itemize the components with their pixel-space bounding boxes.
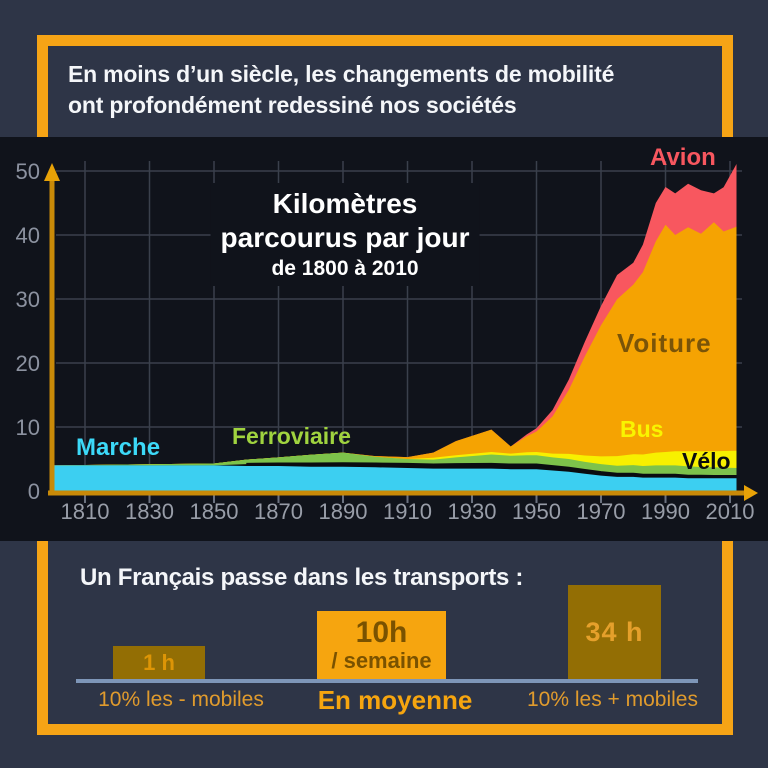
x-tick-1850: 1850 (189, 499, 239, 524)
y-tick-10: 10 (15, 415, 40, 440)
x-tick-1890: 1890 (318, 499, 368, 524)
series-label-velo: Vélo (682, 448, 731, 474)
x-tick-2010: 2010 (705, 499, 755, 524)
bar-average: 10h / semaine (317, 611, 446, 679)
series-label-voiture: Voiture (617, 328, 712, 358)
bar-average-unit: / semaine (331, 648, 432, 673)
bar-most-mobile: 34 h (568, 585, 661, 679)
series-label-avion: Avion (650, 144, 716, 171)
bar-least-mobile-value: 1 h (143, 649, 175, 675)
bottom-section-title: Un Français passe dans les transports : (80, 564, 524, 591)
series-label-marche: Marche (76, 434, 161, 461)
x-tick-1950: 1950 (512, 499, 561, 524)
x-tick-1930: 1930 (447, 499, 497, 524)
label-average: En moyenne (317, 685, 473, 715)
series-label-bus: Bus (620, 416, 664, 442)
x-tick-1810: 1810 (60, 499, 110, 524)
bar-average-value: 10h (355, 616, 408, 649)
y-tick-0: 0 (27, 479, 40, 504)
x-tick-1990: 1990 (641, 499, 690, 524)
label-most-mobile: 10% les + mobiles (526, 688, 698, 711)
chart-title-line2: parcourus par jour (220, 222, 470, 253)
bar-most-mobile-value: 34 h (585, 616, 644, 647)
chart-area: 0 10 20 30 40 50 1810 1830 1850 1870 1890 1910 1930… (0, 137, 768, 541)
x-tick-1970: 1970 (576, 499, 626, 524)
label-least-mobile: 10% les - mobiles (98, 688, 264, 711)
page-title: En moins d’un siècle, les changements de… (68, 59, 708, 121)
y-tick-20: 20 (15, 351, 40, 376)
bars-baseline (76, 679, 698, 683)
chart-title: Kilomètres parcourus par jour de 1800 à … (210, 183, 480, 286)
bar-least-mobile: 1 h (113, 646, 205, 679)
chart-title-line1: Kilomètres (272, 188, 418, 219)
series-label-ferroviaire: Ferroviaire (232, 423, 351, 449)
chart-subtitle: de 1800 à 2010 (271, 257, 419, 280)
y-tick-50: 50 (15, 159, 40, 184)
x-tick-1830: 1830 (125, 499, 174, 524)
x-tick-1870: 1870 (254, 499, 303, 524)
page-title-line1: En moins d’un siècle, les changements de… (68, 61, 615, 87)
x-tick-1910: 1910 (383, 499, 432, 524)
y-tick-40: 40 (15, 223, 40, 248)
y-tick-30: 30 (15, 287, 40, 312)
stacked-area-chart (44, 161, 758, 503)
page-title-line2: ont profondément redessiné nos sociétés (68, 92, 517, 118)
